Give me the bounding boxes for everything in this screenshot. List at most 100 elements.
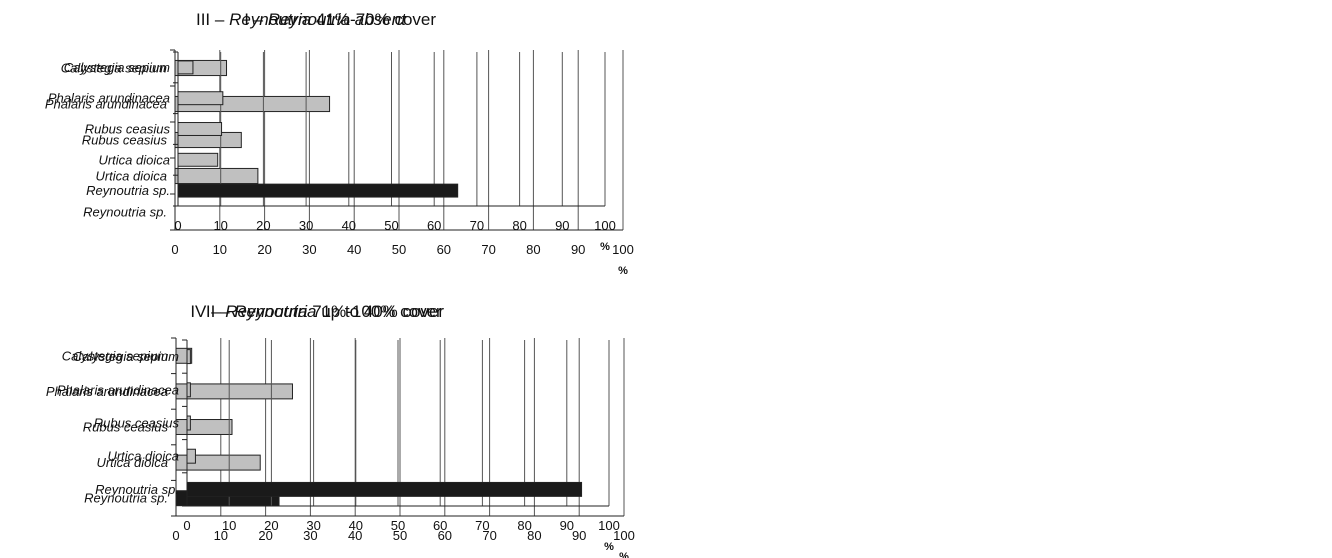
category-label: Rubus ceasius	[94, 416, 180, 431]
x-tick-label: 10	[213, 218, 227, 233]
x-tick-label: 70	[470, 218, 484, 233]
category-label: Calystegia sepium	[61, 61, 167, 76]
bar	[186, 448, 196, 464]
chart-panel-iii: III – Reynoutria 41%-70% cover Calystegi…	[0, 0, 632, 290]
x-tick-label: 100	[612, 242, 634, 257]
x-tick-label: 0	[172, 528, 179, 543]
x-tick-label: 50	[384, 218, 398, 233]
bar	[186, 481, 583, 497]
title-prefix: IV –	[190, 302, 226, 321]
x-tick-label: 90	[555, 218, 569, 233]
title-suffix: 41%-70% cover	[311, 10, 437, 29]
x-tick-label: 10	[222, 518, 236, 533]
x-axis-label: %	[604, 541, 614, 553]
title-italic: Reynoutria	[234, 302, 317, 321]
x-tick-label: 80	[517, 518, 531, 533]
x-tick-label: 40	[342, 218, 356, 233]
category-label: Calystegia sepium	[62, 348, 168, 363]
bar	[186, 349, 191, 365]
bar-chart-svg: Calystegia sepium Phalaris arundinacea Rub…	[57, 339, 620, 553]
title-italic: Reynoutria	[225, 302, 308, 321]
x-tick-label: 50	[391, 518, 405, 533]
bar	[177, 91, 224, 106]
bar	[177, 60, 194, 75]
x-tick-label: 40	[349, 518, 363, 533]
category-label: Reynoutria sp.	[86, 183, 170, 198]
category-label: Phalaris arundinacea	[46, 384, 168, 399]
category-label: Rubus ceasius	[82, 133, 168, 148]
x-tick-label: 80	[512, 218, 526, 233]
x-tick-label: 90	[572, 528, 586, 543]
x-tick-label: 100	[598, 518, 620, 533]
category-label: Urtica dioica	[98, 152, 170, 167]
category-label: Rubus ceasius	[83, 420, 169, 435]
x-tick-label: 10	[213, 242, 227, 257]
x-tick-label: 80	[527, 528, 541, 543]
category-label: Calystegia sepium	[73, 349, 179, 364]
x-tick-label: 60	[427, 218, 441, 233]
category-label: Phalaris arundinacea	[57, 382, 179, 397]
x-tick-label: 30	[302, 242, 316, 257]
category-label: Urtica dioica	[95, 169, 167, 184]
x-tick-label: 70	[482, 528, 496, 543]
x-tick-label: 10	[214, 528, 228, 543]
x-tick-label: 60	[437, 242, 451, 257]
title-prefix: III –	[195, 10, 230, 29]
bar	[177, 122, 223, 136]
bar	[186, 382, 191, 398]
x-tick-label: 0	[183, 518, 190, 533]
x-tick-label: 70	[481, 242, 495, 257]
x-tick-label: 20	[257, 242, 271, 257]
title-suffix: 71%-100% cover	[307, 302, 442, 321]
chart-title: II – Reynoutria up to 40% cover	[0, 302, 650, 322]
category-label: Reynoutria sp.	[84, 491, 168, 506]
x-tick-label: 60	[438, 528, 452, 543]
x-tick-label: 30	[299, 218, 313, 233]
x-tick-label: 100	[613, 528, 635, 543]
x-tick-label: 0	[171, 242, 178, 257]
x-tick-label: 100	[594, 218, 616, 233]
x-tick-label: 20	[258, 528, 272, 543]
title-suffix: up to 40% cover	[316, 302, 445, 321]
bar	[186, 415, 191, 431]
title-italic: Reynoutria	[229, 10, 312, 29]
bar	[177, 183, 459, 198]
bar	[175, 383, 293, 400]
category-label: Phalaris arundinacea	[45, 97, 167, 112]
x-axis-label: %	[619, 551, 629, 558]
x-tick-label: 80	[526, 242, 540, 257]
x-tick-label: 50	[393, 528, 407, 543]
x-tick-label: 50	[392, 242, 406, 257]
chart-title: IV – Reynoutria 71%-100% cover	[0, 302, 632, 322]
x-tick-label: 20	[264, 518, 278, 533]
category-label: Phalaris arundinacea	[48, 91, 170, 106]
chart-panel-iv: IV – Reynoutria 71%-100% cover Calystegi…	[0, 290, 632, 558]
chart-title: I – Reynoutria absent	[0, 10, 650, 30]
title-italic: Reynoutria absent	[267, 10, 406, 29]
category-label: Urtica dioica	[96, 455, 168, 470]
bar	[175, 454, 261, 471]
bar	[177, 152, 219, 167]
x-tick-label: 40	[348, 528, 362, 543]
x-tick-label: 70	[475, 518, 489, 533]
title-prefix: I –	[244, 10, 268, 29]
bar-chart-svg: Calystegia sepium Phalaris arundinacea Rub…	[48, 51, 616, 253]
x-tick-label: 60	[433, 518, 447, 533]
x-tick-label: 20	[256, 218, 270, 233]
chart-title: III – Reynoutria 41%-70% cover	[0, 10, 632, 30]
x-tick-label: 30	[303, 528, 317, 543]
x-axis-label: %	[618, 265, 628, 277]
category-label: Rubus ceasius	[85, 122, 171, 137]
category-label: Reynoutria sp.	[95, 482, 179, 497]
x-axis-label: %	[600, 241, 610, 253]
title-prefix: II –	[205, 302, 235, 321]
x-tick-label: 90	[571, 242, 585, 257]
category-label: Reynoutria sp.	[83, 205, 167, 220]
x-tick-label: 40	[347, 242, 361, 257]
x-tick-label: 30	[306, 518, 320, 533]
category-label: Urtica dioica	[107, 449, 179, 464]
x-tick-label: 90	[560, 518, 574, 533]
bar	[174, 167, 259, 185]
category-label: Calystegia sepium	[64, 60, 170, 75]
x-tick-label: 0	[174, 218, 181, 233]
